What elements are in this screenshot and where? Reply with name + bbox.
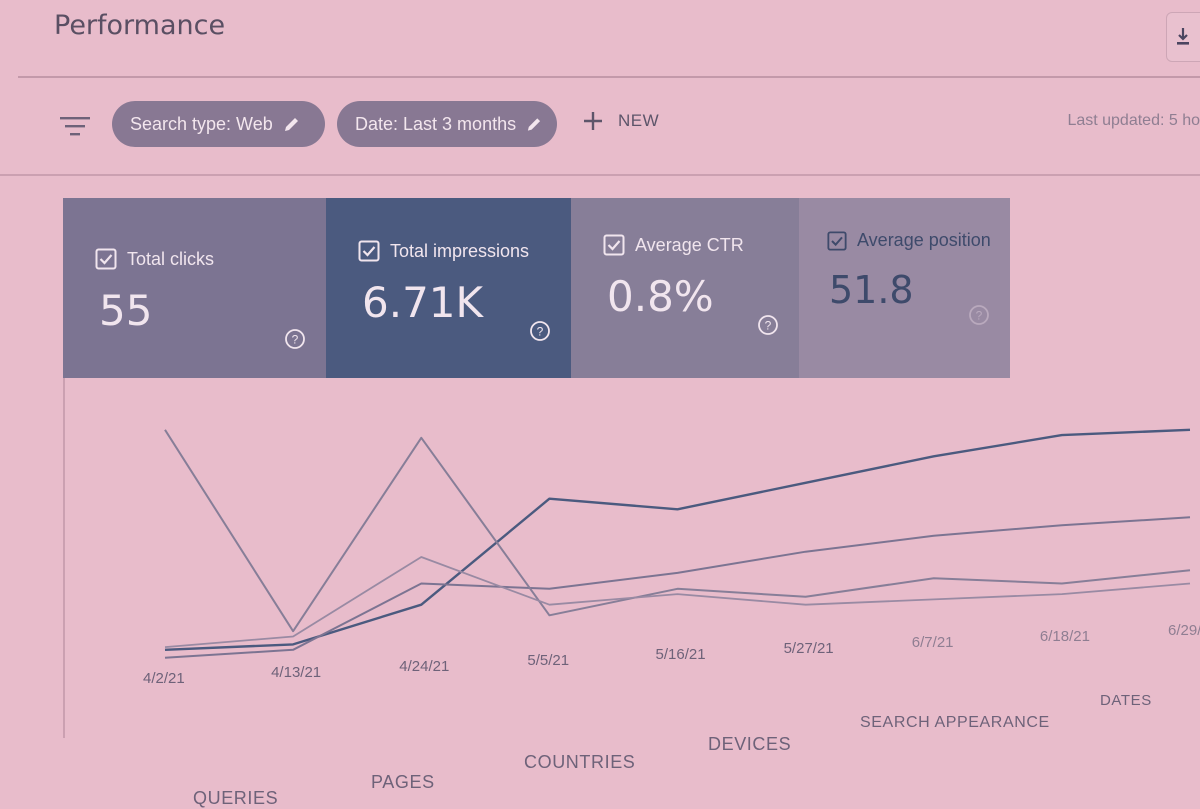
new-filter-button[interactable]: NEW: [582, 110, 659, 132]
chart-series-line-2: [164, 516, 1191, 659]
page-title: Performance: [54, 10, 226, 41]
svg-text:?: ?: [292, 333, 299, 347]
metric-value: 0.8%: [607, 272, 714, 321]
chart-series-line-1: [164, 428, 1191, 651]
x-tick-label: 5/27/21: [784, 640, 834, 657]
plus-icon: [584, 112, 602, 130]
edit-icon[interactable]: [283, 115, 301, 133]
metric-label: Total clicks: [127, 248, 215, 269]
search-type-chip[interactable]: Search type: Web: [112, 101, 325, 147]
tab-dates[interactable]: DATES: [1100, 692, 1152, 709]
tab-countries[interactable]: COUNTRIES: [524, 752, 636, 772]
metric-total-clicks[interactable]: Total clicks 55 ?: [63, 198, 326, 378]
chart-series-line-4: [164, 556, 1191, 648]
tab-search-appearance[interactable]: SEARCH APPEARANCE: [860, 714, 1050, 731]
report-tabs: QUERIES PAGES COUNTRIES DEVICES SEARCH A…: [75, 692, 1200, 808]
filter-icon[interactable]: [60, 116, 90, 136]
performance-chart-svg: 4/2/21 4/13/21 4/24/21 5/5/21 5/16/21 5/27/21…: [143, 428, 1200, 687]
header: Performance: [18, 0, 1200, 78]
edit-icon[interactable]: [526, 115, 543, 133]
help-icon[interactable]: ?: [284, 328, 306, 350]
x-tick-label: 4/24/21: [399, 658, 449, 675]
x-tick-label: 5/5/21: [527, 652, 569, 669]
date-chip[interactable]: Date: Last 3 months: [337, 101, 557, 147]
tab-pages[interactable]: PAGES: [371, 772, 435, 792]
x-tick-label: 6/29/21: [1168, 622, 1200, 639]
metric-average-ctr[interactable]: Average CTR 0.8% ?: [571, 198, 799, 378]
checkbox-checked-icon[interactable]: [95, 248, 117, 270]
metric-tiles: Total clicks 55 ? Total impressions 6.71…: [63, 198, 1010, 378]
tab-queries[interactable]: QUERIES: [193, 788, 279, 808]
metric-value: 6.71K: [362, 278, 484, 327]
download-icon: [1177, 28, 1189, 45]
help-icon[interactable]: ?: [757, 314, 779, 336]
metric-label: Total impressions: [390, 240, 530, 261]
filter-bar: Search type: Web Date: Last 3 months NEW…: [0, 78, 1200, 176]
svg-text:?: ?: [537, 325, 544, 339]
x-tick-label: 5/16/21: [656, 646, 706, 663]
new-filter-label: NEW: [618, 111, 660, 130]
x-tick-label: 6/18/21: [1040, 628, 1090, 645]
date-chip-label: Date: Last 3 months: [355, 113, 517, 134]
performance-chart: 4/2/21 4/13/21 4/24/21 5/5/21 5/16/21 5/27/21…: [63, 378, 1200, 738]
svg-text:?: ?: [976, 309, 983, 323]
checkbox-checked-icon[interactable]: [827, 230, 847, 251]
metric-value: 55: [99, 286, 153, 335]
metric-value: 51.8: [829, 268, 914, 312]
x-tick-label: 6/7/21: [912, 634, 954, 651]
metric-label: Average CTR: [635, 234, 744, 255]
checkbox-checked-icon[interactable]: [603, 234, 625, 256]
metric-total-impressions[interactable]: Total impressions 6.71K ?: [326, 198, 571, 378]
metric-average-position[interactable]: Average position 51.8 ?: [799, 198, 1010, 378]
x-tick-label: 4/13/21: [271, 664, 321, 681]
help-icon[interactable]: ?: [968, 304, 990, 326]
metric-label: Average position: [857, 230, 991, 250]
search-type-chip-label: Search type: Web: [130, 113, 273, 134]
last-updated-text: Last updated: 5 ho: [1067, 112, 1200, 129]
svg-text:?: ?: [765, 319, 772, 333]
download-button[interactable]: [1166, 12, 1200, 62]
chart-series-line-3: [164, 429, 1191, 633]
help-icon[interactable]: ?: [529, 320, 551, 342]
checkbox-checked-icon[interactable]: [358, 240, 380, 262]
x-tick-label: 4/2/21: [143, 670, 185, 687]
tab-devices[interactable]: DEVICES: [708, 734, 792, 754]
